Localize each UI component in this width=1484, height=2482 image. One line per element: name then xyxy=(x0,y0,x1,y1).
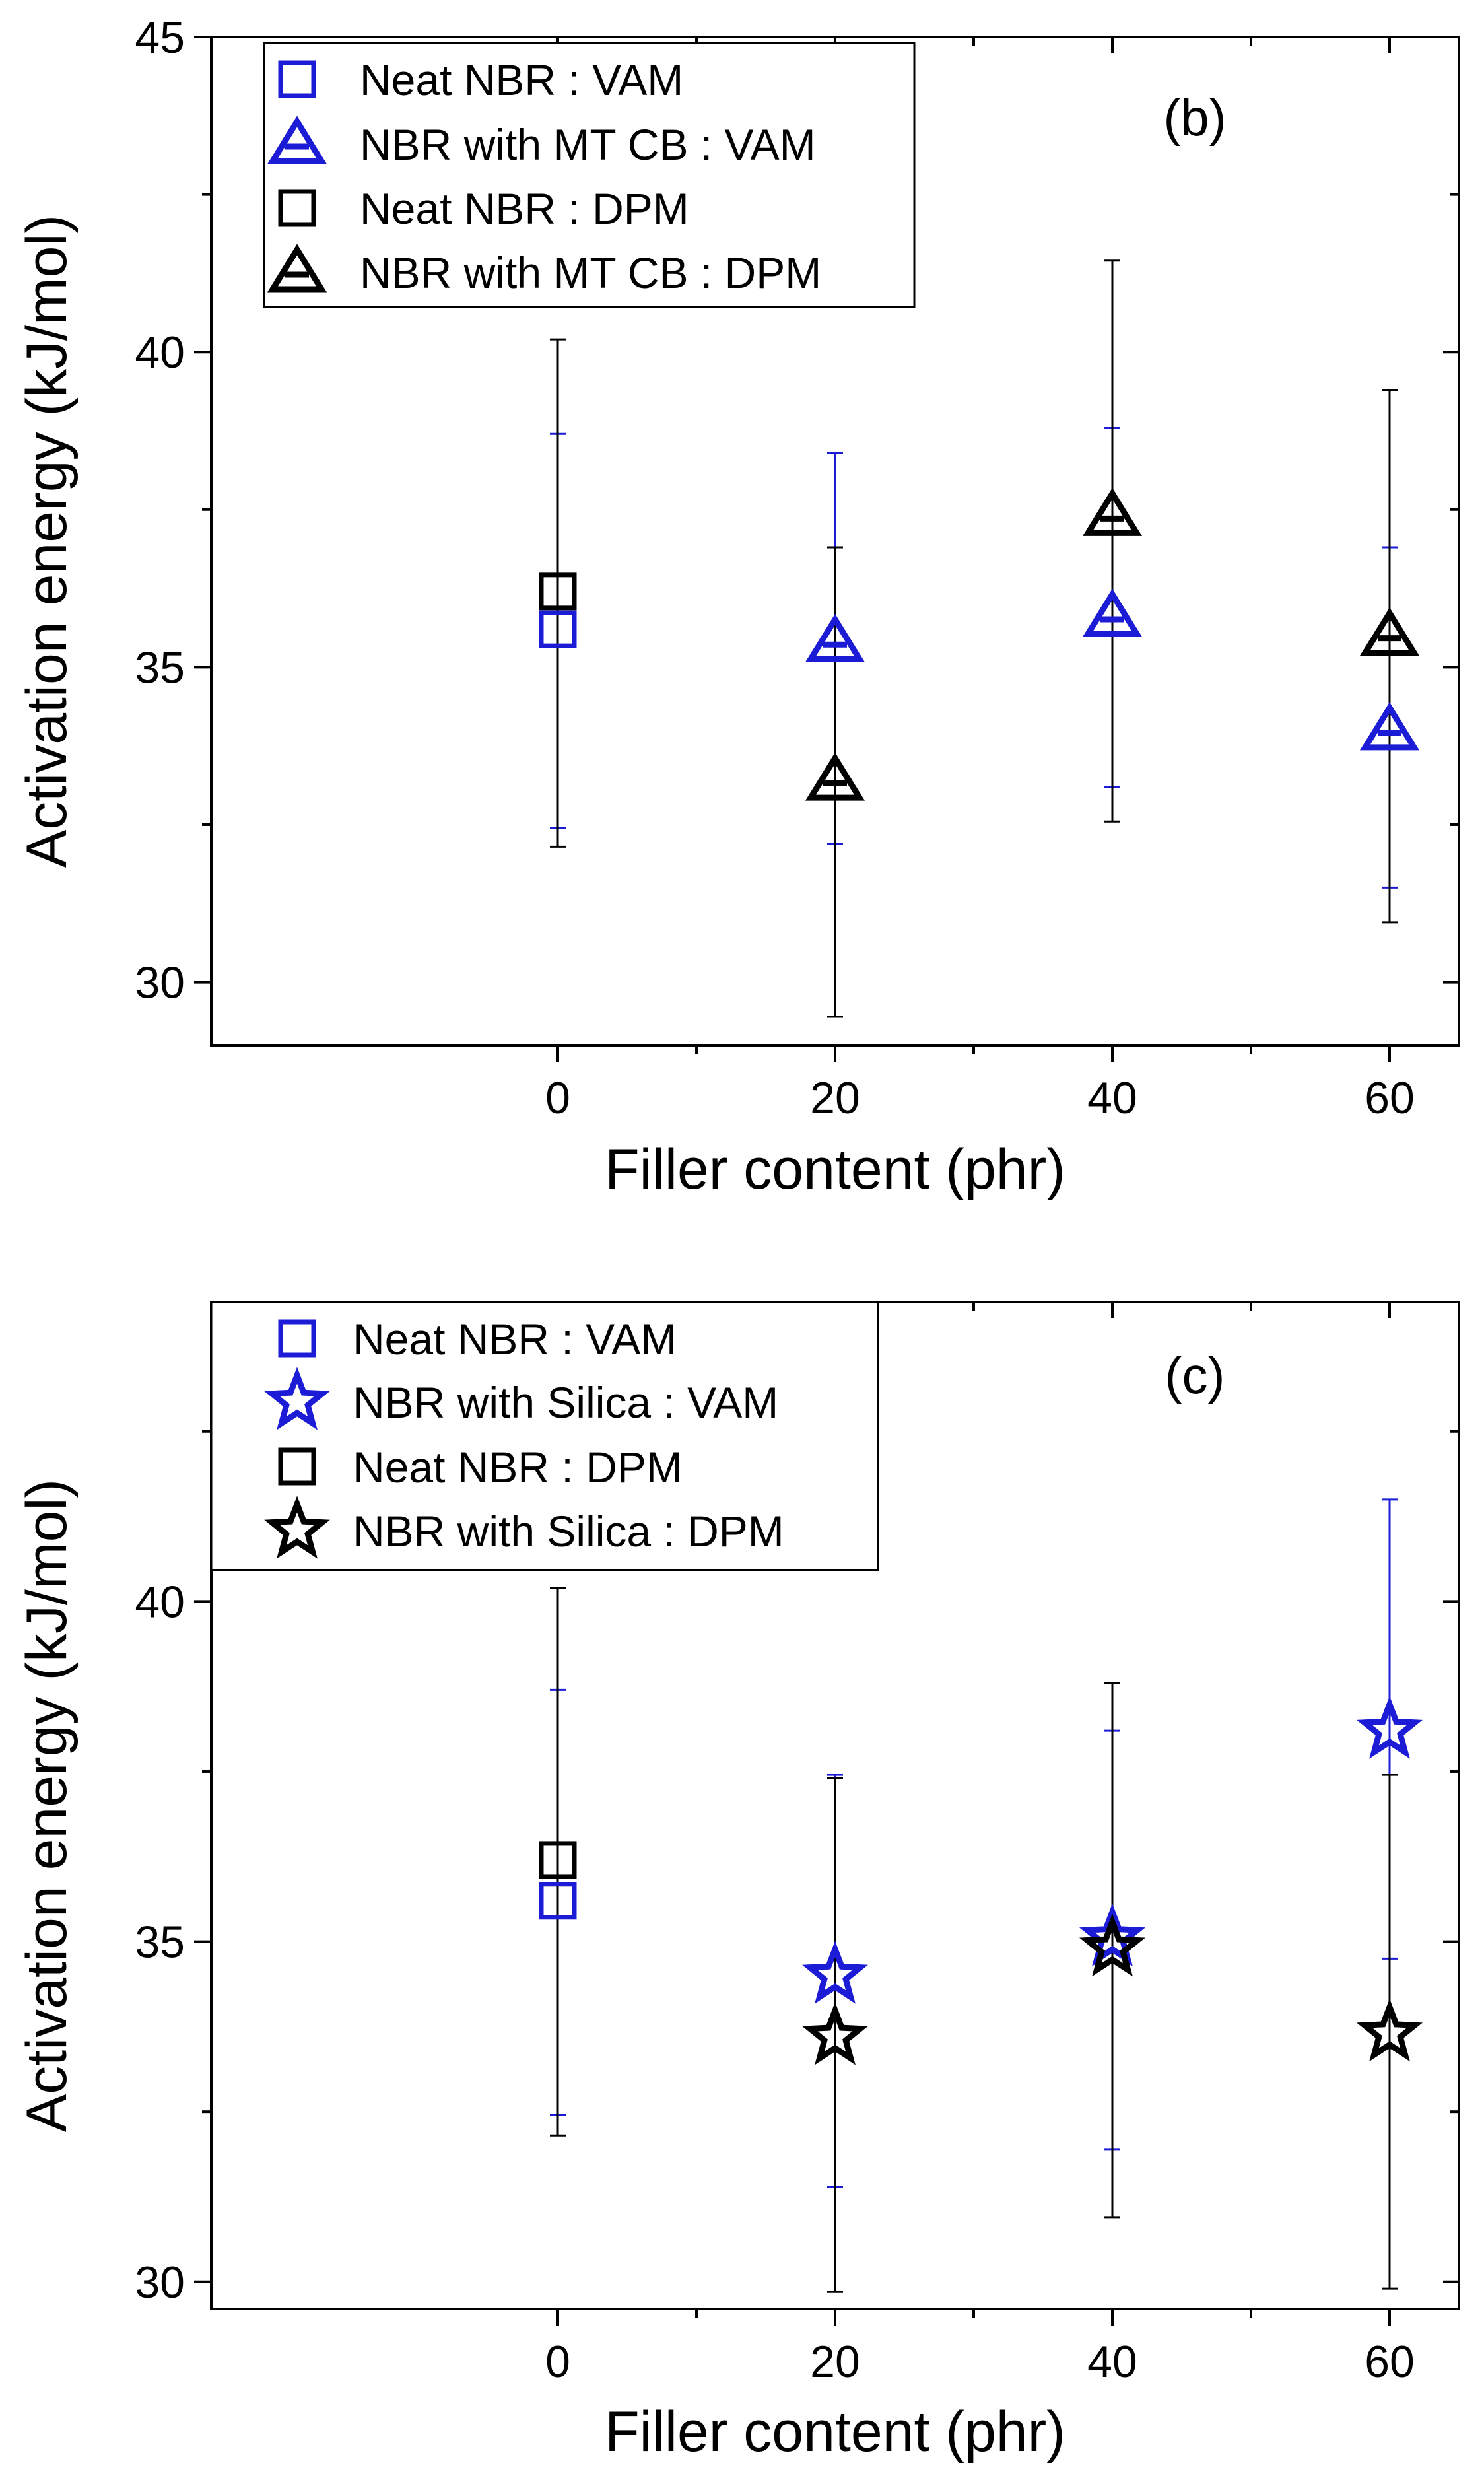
data-point-star xyxy=(1356,1696,1423,1759)
panel-b-y-tick-label: 30 xyxy=(135,958,185,1008)
panel-b-series-2 xyxy=(550,338,566,848)
panel-c-series-2-markers xyxy=(539,1841,577,1879)
panel-c-series-2 xyxy=(550,1587,566,2137)
legend-entry-label: NBR with MT CB : DPM xyxy=(360,248,821,297)
panel-b-series-3-markers xyxy=(805,487,1420,801)
legend-marker-square xyxy=(278,189,316,227)
legend-entry-label: NBR with Silica : DPM xyxy=(353,1507,784,1556)
panel-b-x-tick-label: 60 xyxy=(1365,1073,1415,1123)
data-point-triangle xyxy=(1082,588,1143,637)
data-point-square xyxy=(539,572,577,611)
panel-c-x-tick-label: 0 xyxy=(545,2337,570,2387)
panel-c-y-tick-label: 30 xyxy=(135,2258,185,2308)
panel-c-x-tick-label: 40 xyxy=(1087,2337,1137,2387)
panel-b-y-tick-label: 45 xyxy=(135,13,185,63)
legend-marker-square xyxy=(278,1447,316,1486)
panel-b-legend-box xyxy=(263,42,916,308)
panel-b-legend: Neat NBR : VAM NBR with MT CB : VAM Neat N… xyxy=(263,42,916,308)
panel-b-x-tick-label: 20 xyxy=(810,1073,860,1123)
data-point-star xyxy=(1079,1913,1146,1977)
panel-b-x-tick-label: 0 xyxy=(545,1073,570,1123)
data-point-square xyxy=(539,1882,577,1920)
legend-entry-label: NBR with MT CB : VAM xyxy=(360,120,816,169)
panel-c-series-3-markers xyxy=(801,1913,1423,2065)
data-point-triangle xyxy=(805,752,865,801)
legend-marker-square xyxy=(278,60,316,98)
legend-entry-label: Neat NBR : DPM xyxy=(360,184,689,233)
panel-b-series-2-markers xyxy=(539,572,577,611)
legend-entry-label: Neat NBR : VAM xyxy=(360,55,683,104)
panel-c-y-tick-label: 35 xyxy=(135,1917,185,1968)
panel-c: 0 20 40 60 30 35 40 Filler content (phr) Activat… xyxy=(15,1301,1460,2464)
panel-b-y-tick-label: 40 xyxy=(135,327,185,378)
legend-entry-label: Neat NBR : VAM xyxy=(353,1315,677,1363)
legend-marker-star xyxy=(264,1367,330,1430)
panel-b-x-tick-label: 40 xyxy=(1087,1073,1137,1123)
data-point-star xyxy=(801,2002,869,2065)
panel-c-x-axis-title: Filler content (phr) xyxy=(605,2400,1065,2464)
data-point-triangle xyxy=(1082,487,1143,536)
panel-c-x-tick-label: 20 xyxy=(810,2337,860,2387)
panel-c-legend: Neat NBR : VAM NBR with Silica : VAM Neat … xyxy=(210,1301,879,1571)
legend-marker-star xyxy=(264,1496,330,1559)
data-point-triangle xyxy=(1359,702,1420,751)
panel-b: 0 20 40 60 30 35 40 45 Filler content (phr) Activ… xyxy=(15,13,1460,1201)
panel-b-y-tick-label: 35 xyxy=(135,642,185,693)
panel-b-series-1-markers xyxy=(805,588,1420,751)
data-point-star xyxy=(1356,1999,1423,2062)
panel-c-y-tick-label: 40 xyxy=(135,1577,185,1627)
panel-b-panel-label: (b) xyxy=(1163,88,1226,147)
legend-marker-square xyxy=(278,1319,316,1358)
panel-c-panel-label: (c) xyxy=(1165,1346,1225,1404)
data-point-star xyxy=(802,1941,868,2004)
panel-b-x-axis-title: Filler content (phr) xyxy=(605,1138,1065,1201)
panel-b-series-0-markers xyxy=(539,610,577,648)
panel-c-y-axis-title: Activation energy (kJ/mol) xyxy=(15,1479,79,2132)
panel-c-series-1-markers xyxy=(802,1696,1423,2004)
data-point-square xyxy=(539,610,577,648)
legend-entry-label: Neat NBR : DPM xyxy=(353,1443,683,1492)
data-point-triangle xyxy=(1359,607,1420,656)
data-point-square xyxy=(539,1841,577,1879)
panel-b-y-axis-title: Activation energy (kJ/mol) xyxy=(15,215,79,868)
legend-marker-triangle xyxy=(267,244,327,293)
panel-c-x-tick-label: 60 xyxy=(1365,2337,1415,2387)
legend-entry-label: NBR with Silica : VAM xyxy=(353,1378,778,1427)
legend-marker-triangle xyxy=(267,116,327,164)
data-point-star xyxy=(1079,1903,1146,1967)
panel-c-series-0-markers xyxy=(539,1882,577,1920)
data-point-triangle xyxy=(805,613,865,662)
